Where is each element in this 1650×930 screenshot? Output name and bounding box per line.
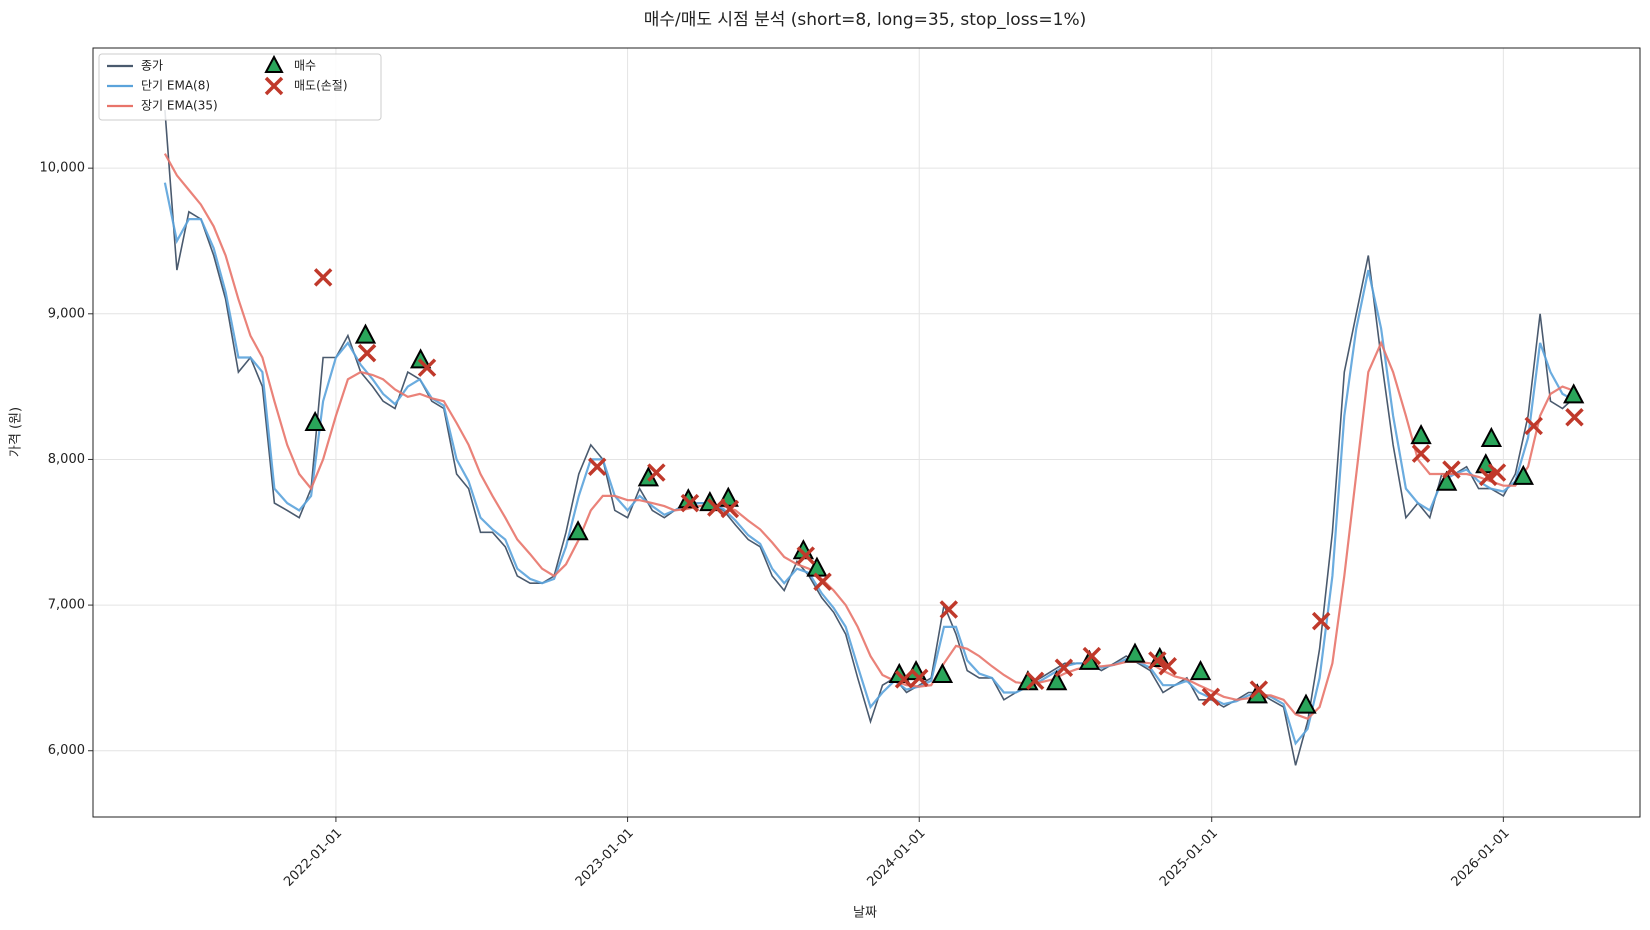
sell-marker	[1249, 680, 1269, 699]
series-line	[163, 153, 1571, 720]
buy-marker	[1480, 426, 1503, 448]
sell-marker	[1411, 444, 1431, 463]
legend-label: 매도(손절)	[294, 79, 348, 93]
sell-marker	[1478, 467, 1498, 487]
legend-label: 장기 EMA(35)	[141, 99, 218, 113]
sell-marker	[813, 572, 832, 592]
buy-marker	[1189, 659, 1212, 681]
sell-marker	[1311, 611, 1331, 631]
y-tick-label: 8,000	[48, 452, 85, 467]
legend-swatch	[264, 76, 284, 96]
legend-label: 매수	[294, 59, 316, 73]
sell-marker	[313, 268, 333, 287]
legend-label: 단기 EMA(8)	[141, 79, 210, 93]
legend-swatch	[264, 54, 284, 73]
sell-marker	[1082, 646, 1102, 666]
sell-marker	[587, 457, 607, 476]
sell-marker	[796, 546, 816, 565]
sell-marker	[1524, 416, 1543, 436]
buy-marker	[1410, 424, 1432, 445]
sell-marker	[1201, 687, 1221, 707]
buy-marker	[354, 323, 377, 344]
y-tick-label: 9,000	[48, 306, 85, 321]
buy-marker	[1563, 383, 1585, 404]
y-tick-label: 6,000	[48, 743, 85, 758]
y-tick-label: 7,000	[48, 598, 85, 613]
buy-marker	[1295, 693, 1317, 714]
buy-marker	[304, 410, 326, 432]
buy-marker	[1512, 464, 1535, 485]
sell-marker	[720, 499, 740, 519]
y-tick-label: 10,000	[40, 161, 86, 176]
legend-box	[98, 53, 382, 121]
y-axis-label: 가격 (원)	[9, 407, 24, 457]
sell-marker	[1158, 657, 1177, 676]
sell-marker	[357, 343, 377, 363]
sell-marker	[1025, 671, 1045, 691]
sell-marker	[939, 600, 959, 619]
sell-marker	[417, 358, 437, 377]
series-line	[164, 109, 1572, 766]
chart-title: 매수/매도 시점 분석 (short=8, long=35, stop_loss…	[644, 10, 1087, 30]
sell-marker	[1565, 407, 1584, 427]
sell-marker	[1054, 658, 1074, 677]
x-axis-label: 날짜	[853, 906, 877, 921]
buy-marker	[1124, 642, 1146, 663]
sell-marker	[1442, 460, 1461, 479]
sell-marker	[910, 668, 929, 688]
sell-marker	[1148, 651, 1167, 670]
buy-marker	[1435, 470, 1458, 491]
sell-marker	[647, 463, 666, 482]
sell-marker	[1487, 463, 1507, 482]
legend-label: 종가	[141, 59, 163, 73]
buy-marker	[1046, 670, 1068, 691]
buy-marker	[931, 662, 954, 683]
sell-marker	[894, 670, 914, 689]
sell-marker	[680, 493, 700, 513]
series-line	[163, 182, 1572, 746]
plot-frame	[92, 47, 1641, 818]
buy-marker	[567, 520, 589, 541]
